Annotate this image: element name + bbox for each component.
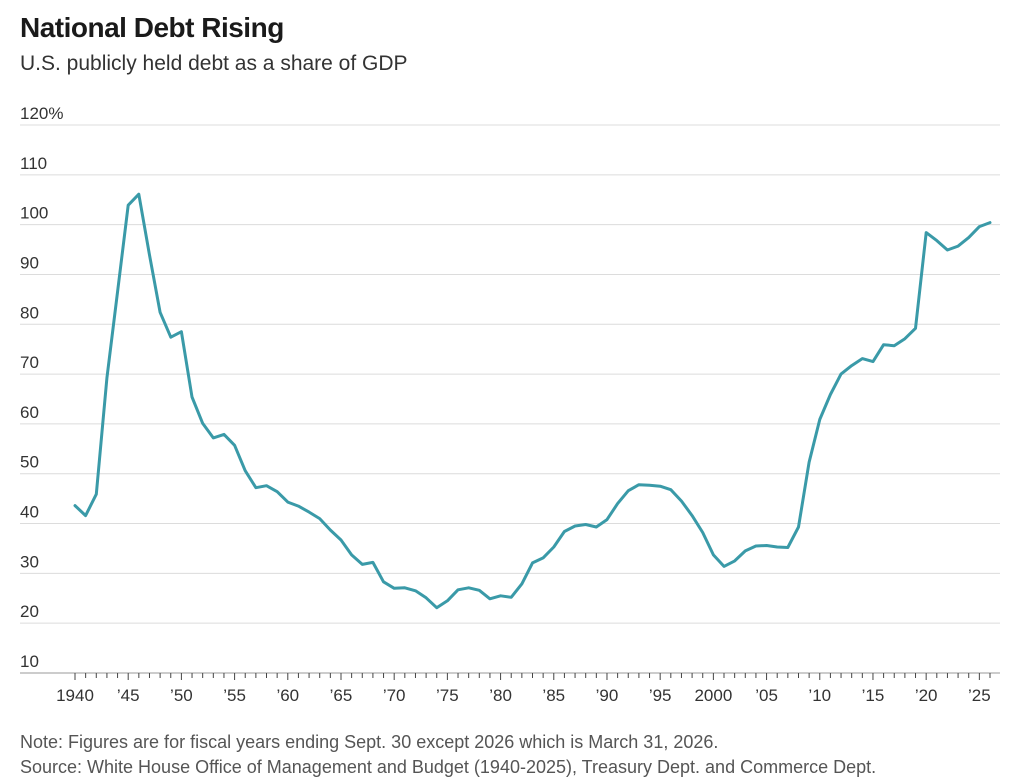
y-tick-label: 110 bbox=[20, 154, 47, 173]
x-tick-label: ’55 bbox=[223, 686, 246, 705]
x-tick-label: ’45 bbox=[117, 686, 140, 705]
y-tick-label: 10 bbox=[20, 652, 39, 671]
x-tick-label: ’05 bbox=[755, 686, 778, 705]
x-tick-label: ’60 bbox=[276, 686, 299, 705]
x-tick-label: ’50 bbox=[170, 686, 193, 705]
x-tick-label: ’25 bbox=[968, 686, 991, 705]
x-axis: 1940 ’45 ’50 ’55 ’60 ’65 ’70 ’75 ’80 ’85 ’90 ’95 200… bbox=[20, 672, 1000, 705]
y-tick-label: 20 bbox=[20, 602, 39, 621]
y-tick-label: 80 bbox=[20, 303, 39, 322]
x-tick-label: ’20 bbox=[915, 686, 938, 705]
x-tick-label: ’85 bbox=[542, 686, 565, 705]
series-debt-share bbox=[73, 192, 992, 610]
x-tick-label: ’95 bbox=[649, 686, 672, 705]
y-tick-label: 30 bbox=[20, 552, 39, 571]
y-axis: 120% 110 100 90 80 70 60 50 40 30 20 10 bbox=[20, 104, 63, 671]
y-tick-label: 90 bbox=[20, 253, 39, 272]
chart-note: Note: Figures are for fiscal years endin… bbox=[20, 732, 719, 752]
x-tick-label: 2000 bbox=[694, 686, 732, 705]
y-tick-label: 100 bbox=[20, 204, 48, 223]
y-tick-label: 40 bbox=[20, 503, 39, 522]
chart-source: Source: White House Office of Management… bbox=[20, 757, 877, 777]
y-tick-label: 60 bbox=[20, 403, 39, 422]
y-tick-label: 120% bbox=[20, 104, 63, 123]
gridlines bbox=[20, 124, 1000, 624]
x-tick-label: ’70 bbox=[383, 686, 406, 705]
x-tick-label: ’80 bbox=[489, 686, 512, 705]
chart-subtitle: U.S. publicly held debt as a share of GD… bbox=[20, 52, 408, 75]
x-tick-label: ’90 bbox=[596, 686, 619, 705]
chart-title: National Debt Rising bbox=[20, 12, 284, 43]
x-tick-label: ’65 bbox=[330, 686, 353, 705]
x-tick-label: ’75 bbox=[436, 686, 459, 705]
x-tick-label: 1940 bbox=[56, 686, 94, 705]
y-tick-label: 70 bbox=[20, 353, 39, 372]
y-tick-label: 50 bbox=[20, 453, 39, 472]
x-tick-label: ’10 bbox=[808, 686, 831, 705]
series-line bbox=[73, 192, 992, 610]
x-tick-label: ’15 bbox=[862, 686, 885, 705]
